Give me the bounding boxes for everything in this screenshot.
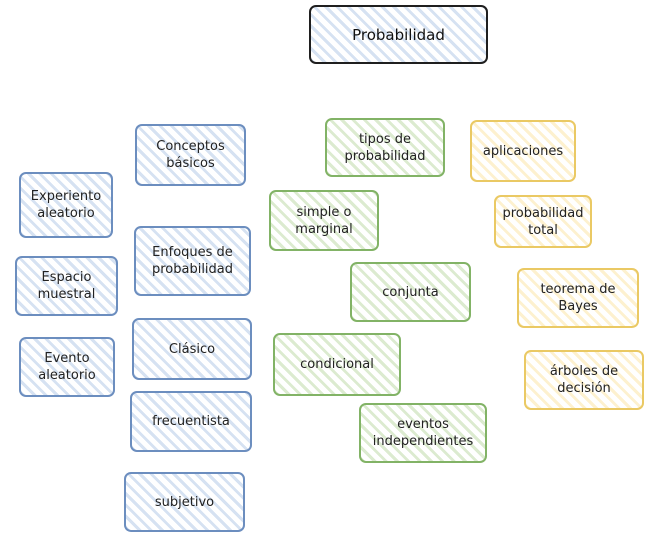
- node-tipos-de-probabilidad: tipos de probabilidad: [325, 118, 445, 177]
- node-label: Clásico: [168, 341, 216, 357]
- node-teorema-de-bayes: teorema de Bayes: [517, 268, 639, 328]
- node-aplicaciones: aplicaciones: [470, 120, 576, 182]
- node-label: Espacio muestral: [37, 270, 96, 302]
- node-condicional: condicional: [273, 333, 401, 396]
- node-label: Experiento aleatorio: [30, 189, 102, 221]
- node-evento-aleatorio: Evento aleatorio: [19, 337, 115, 397]
- node-label: Evento aleatorio: [38, 351, 96, 383]
- node-label: teorema de Bayes: [540, 282, 616, 314]
- node-label: Enfoques de probabilidad: [151, 245, 234, 277]
- node-label: tipos de probabilidad: [344, 131, 426, 164]
- node-conceptos-basicos: Conceptos básicos: [135, 124, 246, 186]
- node-label: frecuentista: [152, 414, 230, 429]
- node-eventos-independientes: eventos independientes: [359, 403, 487, 463]
- node-label: aplicaciones: [482, 143, 564, 159]
- node-label: árboles de decisión: [549, 364, 619, 396]
- node-frecuentista: frecuentista: [130, 391, 252, 452]
- node-probabilidad-total: probabilidad total: [494, 195, 592, 248]
- node-label: conjunta: [382, 284, 439, 300]
- node-conjunta: conjunta: [350, 262, 471, 322]
- node-label: probabilidad total: [502, 205, 584, 238]
- diagram-title-text: Probabilidad: [352, 25, 445, 44]
- node-label: subjetivo: [154, 494, 215, 510]
- node-label: eventos independientes: [372, 417, 474, 449]
- node-espacio-muestral: Espacio muestral: [15, 256, 118, 316]
- node-label: simple o marginal: [295, 204, 353, 237]
- node-enfoques-de-probabilidad: Enfoques de probabilidad: [134, 226, 251, 296]
- diagram-title: Probabilidad: [309, 5, 488, 64]
- node-experiento-aleatorio: Experiento aleatorio: [19, 172, 113, 238]
- node-simple-o-marginal: simple o marginal: [269, 190, 379, 251]
- node-clasico: Clásico: [132, 318, 252, 380]
- node-label: Conceptos básicos: [156, 139, 225, 171]
- node-subjetivo: subjetivo: [124, 472, 245, 532]
- node-label: condicional: [300, 357, 374, 372]
- node-arboles-de-decision: árboles de decisión: [524, 350, 644, 410]
